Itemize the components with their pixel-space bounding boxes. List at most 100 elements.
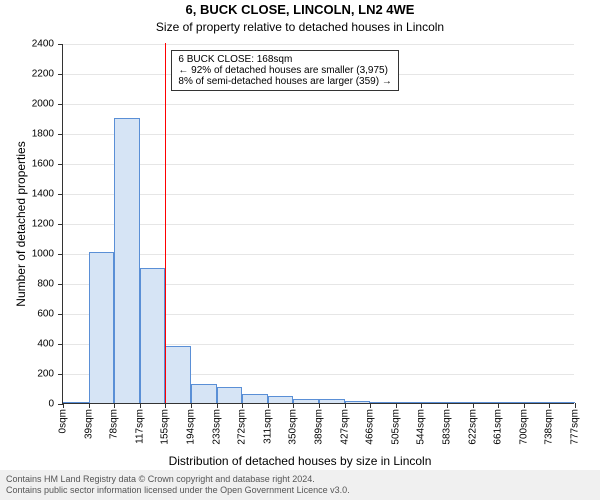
histogram-bar <box>421 402 447 403</box>
histogram-bar <box>268 396 294 404</box>
chart-container: 6, BUCK CLOSE, LINCOLN, LN2 4WE Size of … <box>0 0 600 500</box>
y-tick-label: 600 <box>0 309 54 320</box>
x-tick-label: 466sqm <box>365 409 376 445</box>
histogram-bar <box>242 394 268 403</box>
histogram-bar <box>524 402 550 403</box>
plot-area: 0sqm39sqm78sqm117sqm155sqm194sqm233sqm27… <box>62 44 574 404</box>
histogram-bar <box>498 402 524 403</box>
y-tick-label: 2000 <box>0 99 54 110</box>
x-tick-label: 427sqm <box>339 409 350 445</box>
y-tick <box>58 224 63 225</box>
property-marker-line <box>165 43 166 403</box>
y-tick <box>58 104 63 105</box>
x-tick <box>89 403 90 408</box>
chart-title: 6, BUCK CLOSE, LINCOLN, LN2 4WE <box>0 2 600 17</box>
y-tick-label: 1200 <box>0 219 54 230</box>
y-tick-label: 1800 <box>0 129 54 140</box>
x-tick <box>140 403 141 408</box>
histogram-bar <box>89 252 115 404</box>
footer-line: Contains public sector information licen… <box>6 485 594 496</box>
y-tick-label: 1600 <box>0 159 54 170</box>
x-tick-label: 233sqm <box>211 409 222 445</box>
y-tick-label: 800 <box>0 279 54 290</box>
annotation-line: ← 92% of detached houses are smaller (3,… <box>178 65 391 76</box>
y-tick <box>58 74 63 75</box>
x-tick-label: 544sqm <box>416 409 427 445</box>
histogram-bar <box>293 399 319 404</box>
x-tick <box>370 403 371 408</box>
x-tick-label: 700sqm <box>518 409 529 445</box>
histogram-bar <box>140 268 166 403</box>
histogram-bar <box>191 384 217 404</box>
y-tick <box>58 314 63 315</box>
x-tick-label: 0sqm <box>58 409 69 433</box>
x-tick-label: 622sqm <box>467 409 478 445</box>
x-tick <box>293 403 294 408</box>
x-tick-label: 777sqm <box>570 409 581 445</box>
x-tick <box>165 403 166 408</box>
x-tick <box>549 403 550 408</box>
x-tick-label: 155sqm <box>160 409 171 445</box>
y-tick <box>58 254 63 255</box>
y-tick-label: 1000 <box>0 249 54 260</box>
y-tick-label: 400 <box>0 339 54 350</box>
x-tick <box>191 403 192 408</box>
x-tick <box>268 403 269 408</box>
annotation-line: 8% of semi-detached houses are larger (3… <box>178 76 391 87</box>
x-tick-label: 350sqm <box>288 409 299 445</box>
x-tick <box>421 403 422 408</box>
x-tick <box>447 403 448 408</box>
histogram-bar <box>63 402 89 403</box>
gridline <box>63 44 574 45</box>
histogram-bar <box>447 402 473 403</box>
x-tick <box>114 403 115 408</box>
histogram-bar <box>396 402 422 403</box>
y-tick <box>58 164 63 165</box>
x-tick-label: 311sqm <box>262 409 273 444</box>
histogram-bar <box>319 399 345 404</box>
y-tick-label: 2400 <box>0 39 54 50</box>
x-tick-label: 389sqm <box>314 409 325 445</box>
x-tick-label: 78sqm <box>109 409 120 439</box>
y-tick <box>58 344 63 345</box>
x-tick-label: 194sqm <box>186 409 197 445</box>
histogram-bar <box>370 402 396 404</box>
histogram-bar <box>549 402 575 403</box>
histogram-bar <box>165 346 191 403</box>
x-tick-label: 272sqm <box>237 409 248 445</box>
y-tick <box>58 194 63 195</box>
x-tick <box>473 403 474 408</box>
histogram-bar <box>217 387 243 404</box>
x-tick-label: 738sqm <box>544 409 555 445</box>
x-tick <box>575 403 576 408</box>
x-tick-label: 505sqm <box>390 409 401 445</box>
histogram-bar <box>114 118 140 403</box>
histogram-bar <box>345 401 371 403</box>
gridline <box>63 104 574 105</box>
annotation-line: 6 BUCK CLOSE: 168sqm <box>178 54 391 65</box>
y-tick-label: 200 <box>0 369 54 380</box>
x-tick-label: 661sqm <box>493 409 504 445</box>
y-tick <box>58 284 63 285</box>
x-tick-label: 583sqm <box>442 409 453 445</box>
chart-subtitle: Size of property relative to detached ho… <box>0 20 600 34</box>
x-tick <box>524 403 525 408</box>
footer: Contains HM Land Registry data © Crown c… <box>0 470 600 500</box>
histogram-bar <box>473 402 499 403</box>
x-tick <box>396 403 397 408</box>
x-tick <box>319 403 320 408</box>
x-tick-label: 117sqm <box>134 409 145 444</box>
y-tick-label: 1400 <box>0 189 54 200</box>
x-tick <box>63 403 64 408</box>
annotation-box: 6 BUCK CLOSE: 168sqm← 92% of detached ho… <box>171 50 398 91</box>
y-tick <box>58 374 63 375</box>
y-tick <box>58 44 63 45</box>
y-tick <box>58 134 63 135</box>
y-tick-label: 0 <box>0 399 54 410</box>
x-tick <box>498 403 499 408</box>
x-tick <box>242 403 243 408</box>
x-tick-label: 39sqm <box>83 409 94 439</box>
footer-line: Contains HM Land Registry data © Crown c… <box>6 474 594 485</box>
x-tick <box>345 403 346 408</box>
x-axis-title: Distribution of detached houses by size … <box>0 454 600 468</box>
